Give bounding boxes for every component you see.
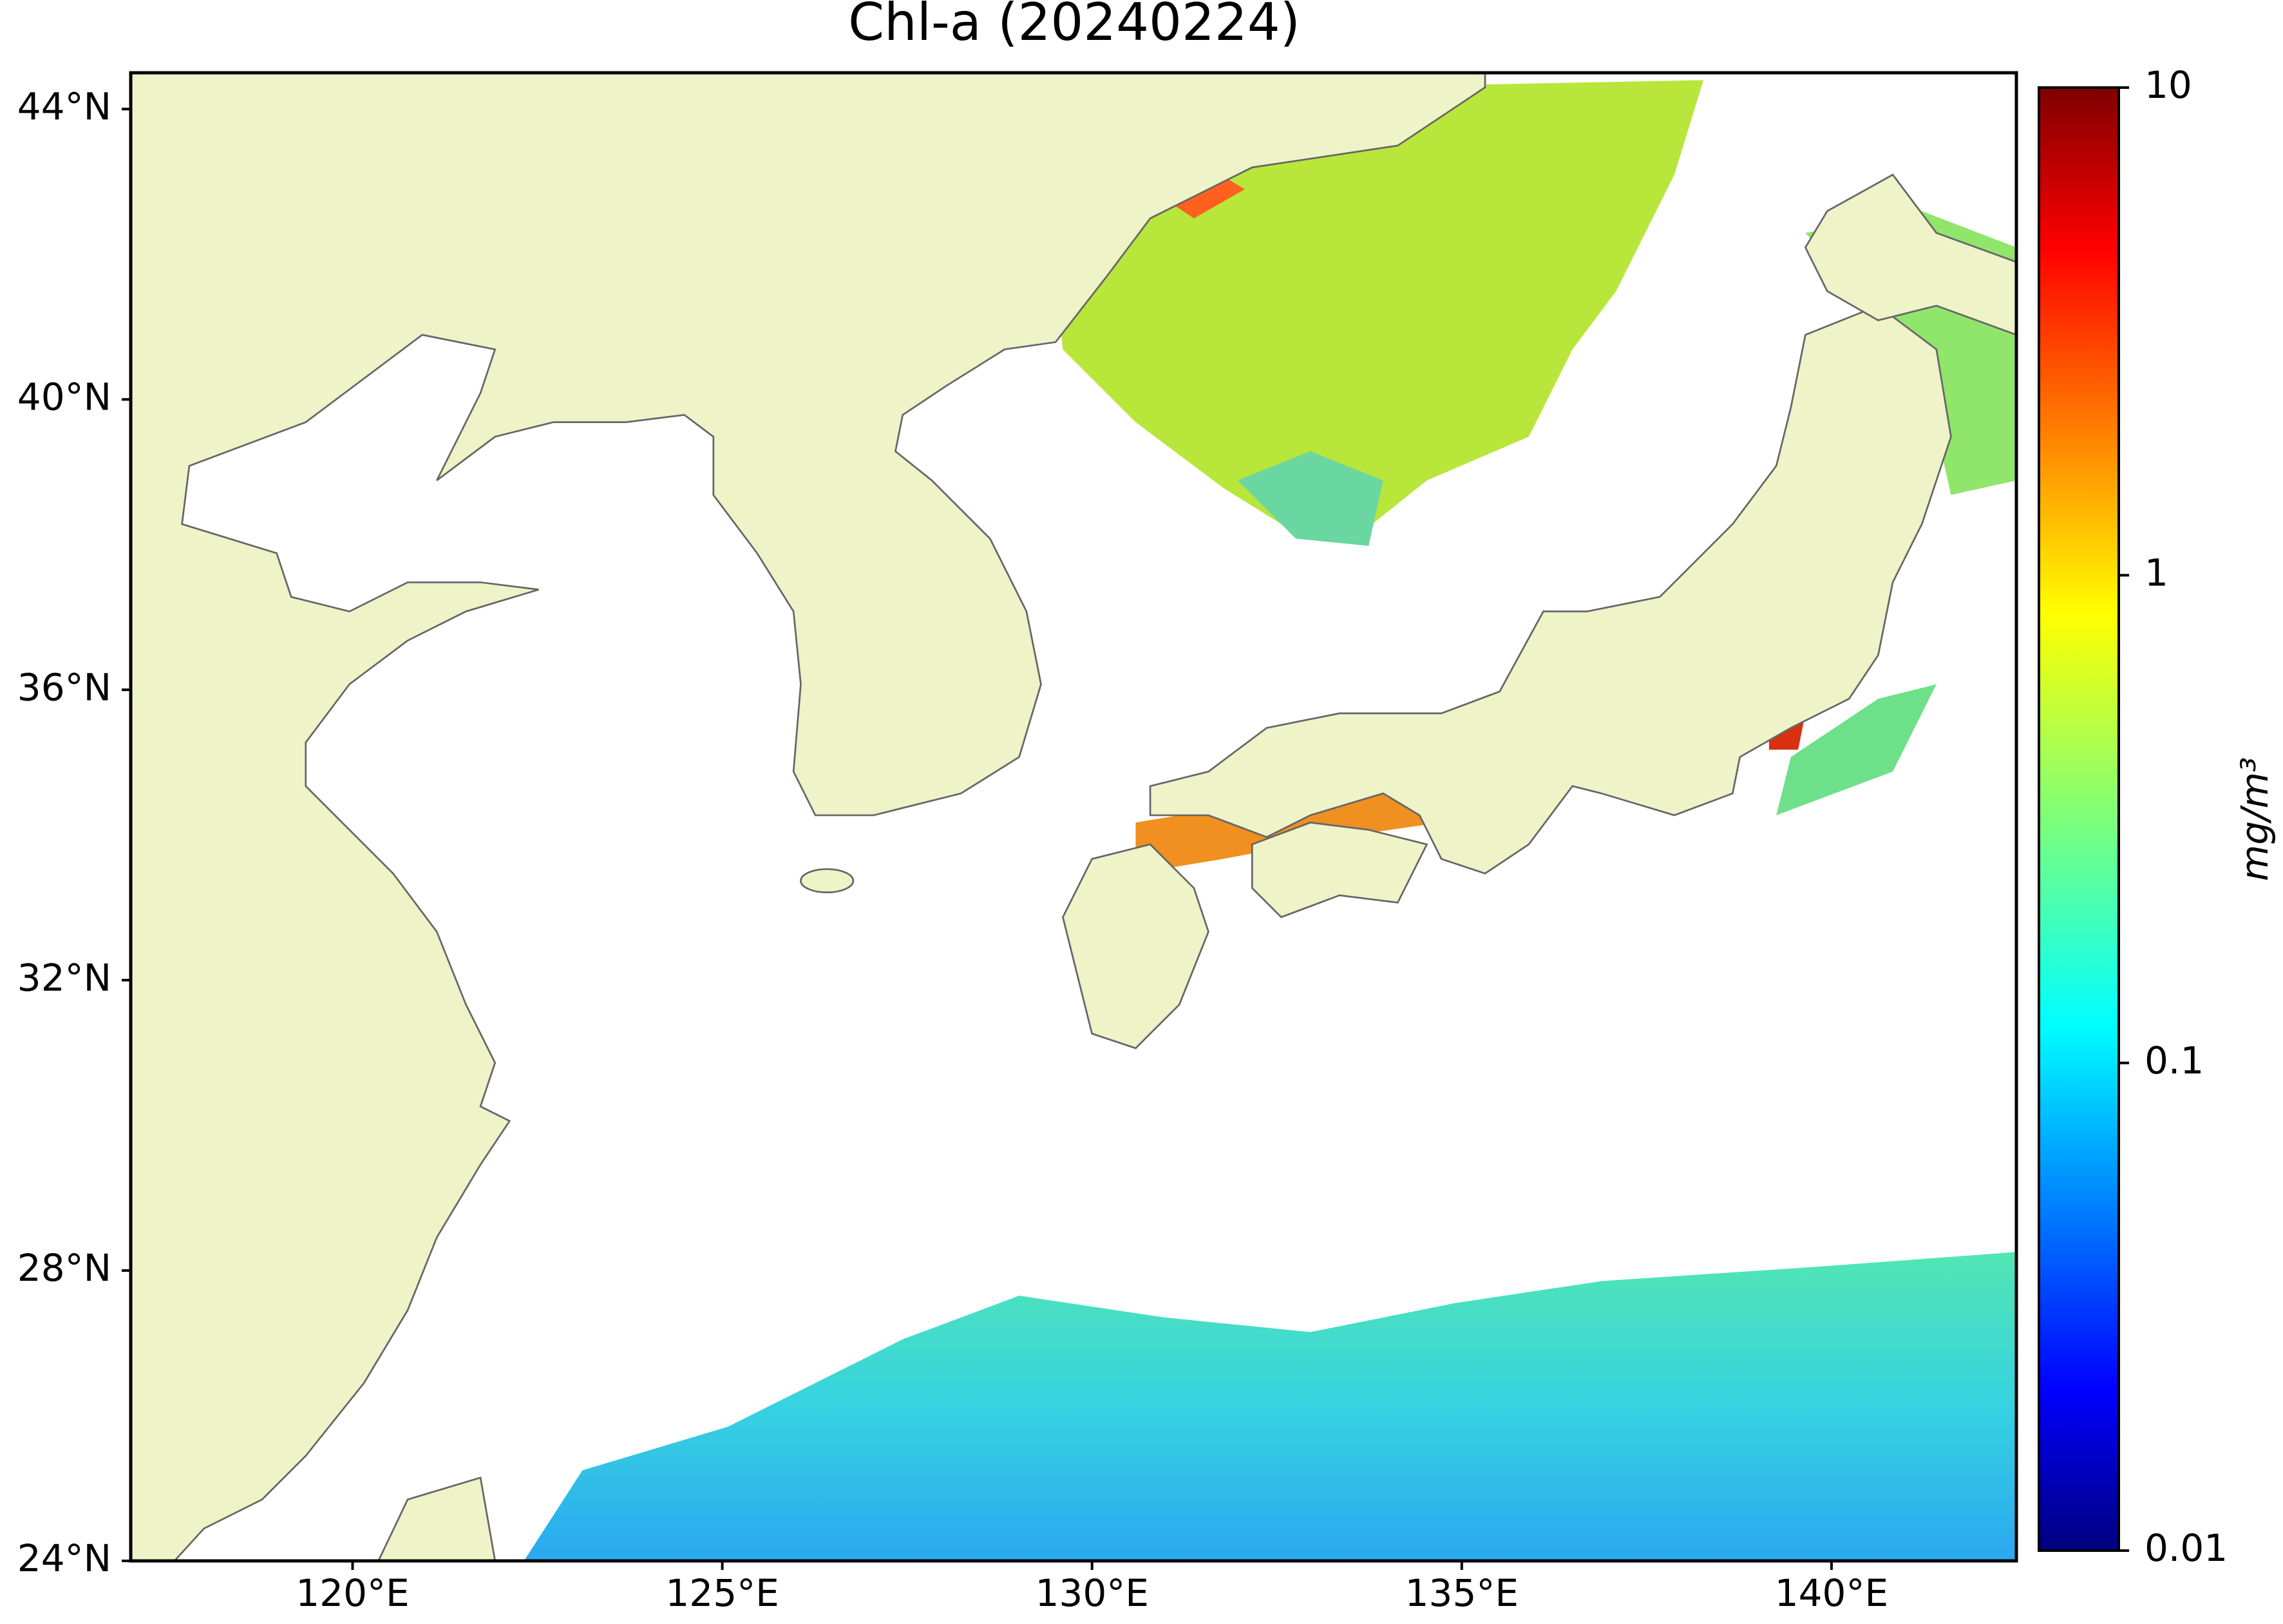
x-tick-label: 135°E — [1405, 1571, 1519, 1615]
land — [377, 1476, 497, 1561]
land — [131, 73, 1486, 1561]
chl-patch — [524, 1252, 2016, 1561]
y-tick-label: 32°N — [17, 956, 111, 999]
y-tick-label: 40°N — [17, 375, 111, 419]
basemap — [131, 73, 2016, 1561]
colorbar-tick-label: 0.01 — [2145, 1526, 2228, 1570]
colorbar-tick-label: 0.1 — [2145, 1039, 2204, 1082]
x-tick-label: 125°E — [665, 1571, 779, 1615]
colorbar — [2038, 86, 2120, 1552]
chl-patch — [1237, 451, 1383, 546]
map-area — [131, 73, 2016, 1561]
land — [1251, 821, 1428, 918]
colorbar-tick-label: 10 — [2145, 63, 2192, 107]
x-tick-label: 140°E — [1775, 1571, 1888, 1615]
y-tick-label: 36°N — [17, 665, 111, 709]
x-tick-label: 120°E — [296, 1571, 409, 1615]
land — [1061, 843, 1209, 1050]
y-tick-label: 24°N — [17, 1536, 111, 1580]
chart-title: Chl-a (20240224) — [848, 0, 1300, 52]
land — [1804, 173, 2016, 336]
y-tick-label: 44°N — [17, 84, 111, 128]
land — [800, 868, 855, 894]
colorbar-tick-label: 1 — [2145, 551, 2168, 594]
x-tick-label: 130°E — [1036, 1571, 1149, 1615]
chl-patch — [1776, 684, 1937, 816]
y-tick-label: 28°N — [17, 1246, 111, 1290]
colorbar-label: mg/m³ — [2233, 757, 2277, 882]
land — [1149, 305, 1952, 874]
plot-frame — [129, 71, 2018, 1563]
